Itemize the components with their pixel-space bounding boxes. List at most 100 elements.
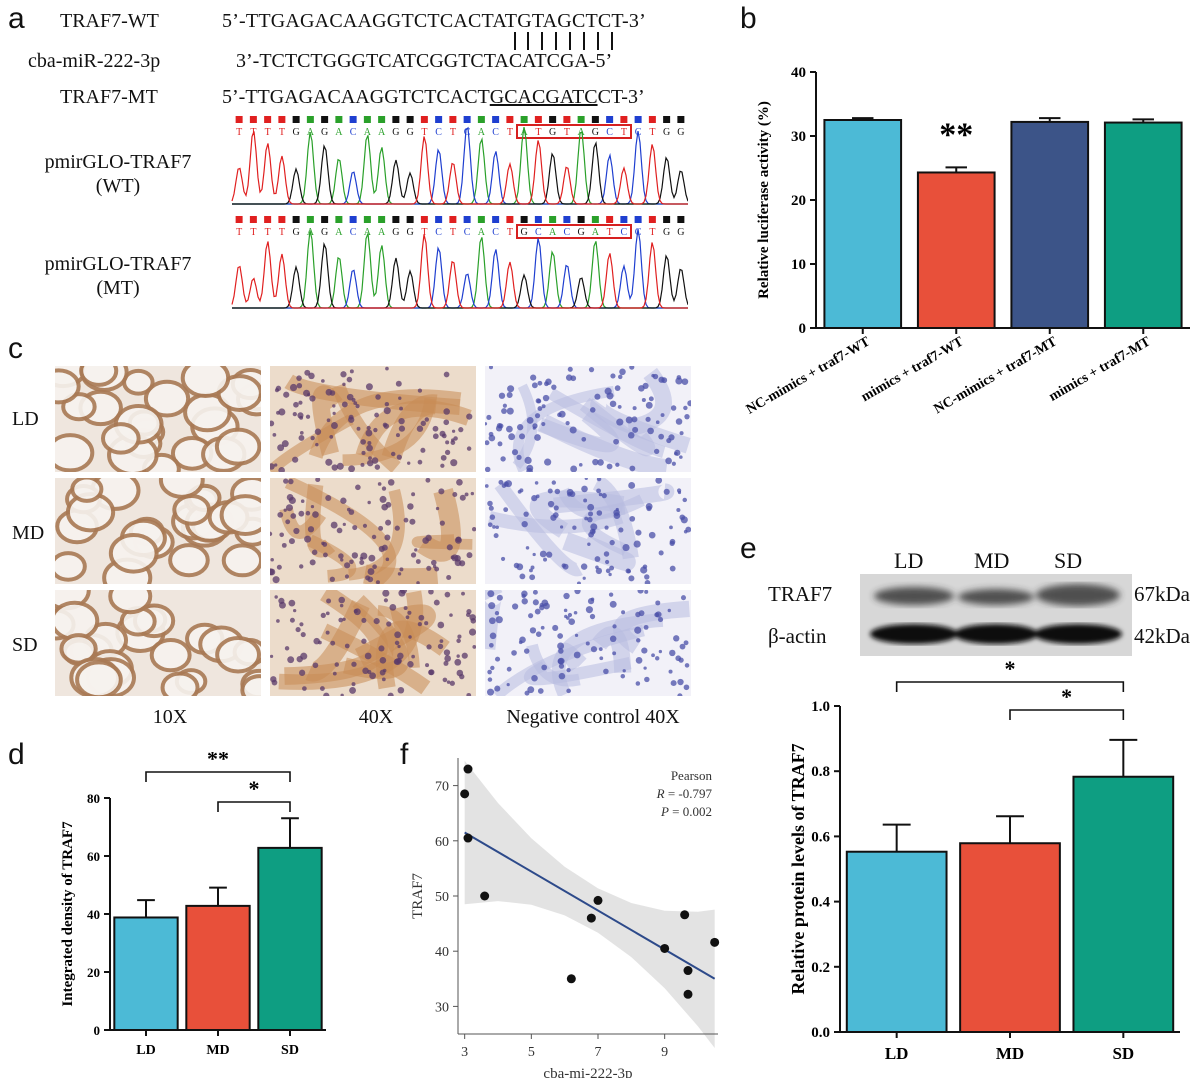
- cell-nucleus: [445, 440, 450, 445]
- cell-nucleus: [669, 565, 676, 572]
- cell-nucleus: [296, 375, 302, 381]
- cell-nucleus: [618, 527, 624, 533]
- base-letter: T: [450, 227, 456, 238]
- cell-nucleus: [621, 610, 626, 615]
- cell-nucleus: [283, 391, 290, 398]
- cell-nucleus: [498, 479, 504, 485]
- cell-nucleus: [507, 385, 515, 393]
- base-letter: A: [378, 127, 386, 138]
- cell-nucleus: [626, 569, 632, 574]
- cell-nucleus: [519, 573, 526, 580]
- cell-nucleus: [287, 656, 295, 664]
- cell-nucleus: [619, 368, 626, 376]
- base-marker: [363, 116, 371, 123]
- cell-nucleus: [543, 602, 550, 610]
- chrom-label-wt-line2: (WT): [95, 175, 141, 197]
- cell-nucleus: [674, 451, 678, 456]
- cell-nucleus: [622, 544, 630, 552]
- cell-nucleus: [456, 638, 461, 644]
- cell-nucleus: [293, 608, 297, 613]
- cell-nucleus: [506, 425, 513, 433]
- cell-nucleus: [342, 522, 346, 526]
- regression-line: [464, 831, 716, 980]
- cell-nucleus: [464, 492, 469, 497]
- base-marker: [648, 216, 656, 223]
- cell-nucleus: [383, 407, 391, 415]
- tissue-band: [348, 488, 405, 581]
- cell-nucleus: [270, 531, 273, 537]
- cell-nucleus: [325, 611, 330, 616]
- cell-nucleus: [655, 611, 662, 618]
- cell-nucleus: [329, 435, 334, 439]
- cell-nucleus: [506, 666, 512, 672]
- base-letter: T: [507, 127, 513, 138]
- tubule: [180, 366, 231, 399]
- cell-nucleus: [414, 548, 418, 552]
- cell-nucleus: [387, 692, 394, 696]
- mutation-box: [516, 124, 632, 139]
- cell-nucleus: [641, 397, 646, 402]
- y-tick-label: 0.6: [811, 829, 830, 845]
- cell-nucleus: [512, 603, 519, 610]
- cell-nucleus: [446, 575, 452, 581]
- cell-nucleus: [488, 434, 496, 442]
- cell-nucleus: [613, 512, 621, 519]
- base-marker: [520, 116, 528, 123]
- cell-nucleus: [629, 515, 636, 522]
- cell-nucleus: [381, 677, 386, 682]
- cell-nucleus: [397, 652, 404, 660]
- base-letter: G: [392, 127, 399, 138]
- cell-nucleus: [346, 376, 353, 383]
- seq-mirna: 3’-TCTCTGGGTCATCGGTCTACATCGA-5’: [236, 50, 613, 72]
- cell-nucleus: [681, 378, 689, 385]
- tubule: [168, 543, 210, 578]
- x-tick-label: mimics + traf7-MT: [1047, 334, 1154, 405]
- cell-nucleus: [636, 638, 641, 643]
- base-marker: [392, 216, 400, 223]
- base-letter: G: [293, 127, 300, 138]
- base-marker: [435, 116, 443, 123]
- cell-nucleus: [348, 416, 355, 423]
- cell-nucleus: [361, 638, 367, 644]
- cell-nucleus: [385, 366, 389, 371]
- base-marker: [292, 116, 300, 123]
- cell-nucleus: [270, 654, 274, 659]
- cell-nucleus: [349, 687, 356, 694]
- cell-nucleus: [485, 484, 489, 488]
- cell-nucleus: [344, 643, 350, 649]
- cell-nucleus: [638, 610, 645, 617]
- cell-nucleus: [396, 658, 402, 664]
- y-tick-label: 0.8: [811, 764, 830, 780]
- y-axis-label: Integrated density of TRAF7: [60, 821, 76, 1007]
- cell-nucleus: [444, 655, 451, 662]
- base-letter: C: [464, 127, 471, 138]
- ihc-col-label-10x: 10X: [152, 706, 188, 728]
- trace-A: [232, 230, 688, 309]
- cell-nucleus: [299, 564, 304, 569]
- cell-nucleus: [332, 671, 337, 676]
- cell-nucleus: [270, 558, 274, 562]
- cell-nucleus: [557, 657, 565, 665]
- base-letter: G: [592, 127, 599, 138]
- cell-nucleus: [658, 550, 664, 556]
- cell-nucleus: [634, 626, 642, 634]
- cell-nucleus: [449, 680, 455, 686]
- cell-nucleus: [454, 658, 462, 666]
- cell-nucleus: [440, 463, 445, 468]
- base-letter: T: [649, 227, 655, 238]
- cell-nucleus: [300, 631, 306, 638]
- cell-nucleus: [585, 606, 593, 614]
- ihc-row-label-ld: LD: [12, 408, 39, 430]
- cell-nucleus: [561, 563, 566, 568]
- cell-nucleus: [272, 576, 280, 584]
- base-marker: [235, 216, 243, 223]
- cell-nucleus: [329, 576, 335, 582]
- chrom-label-mt-line1: pmirGLO-TRAF7: [44, 253, 192, 275]
- cell-nucleus: [683, 529, 688, 534]
- tubule: [214, 427, 261, 466]
- cell-nucleus: [435, 506, 440, 511]
- cell-nucleus: [487, 677, 493, 682]
- cell-nucleus: [629, 465, 636, 472]
- cell-nucleus: [589, 613, 596, 620]
